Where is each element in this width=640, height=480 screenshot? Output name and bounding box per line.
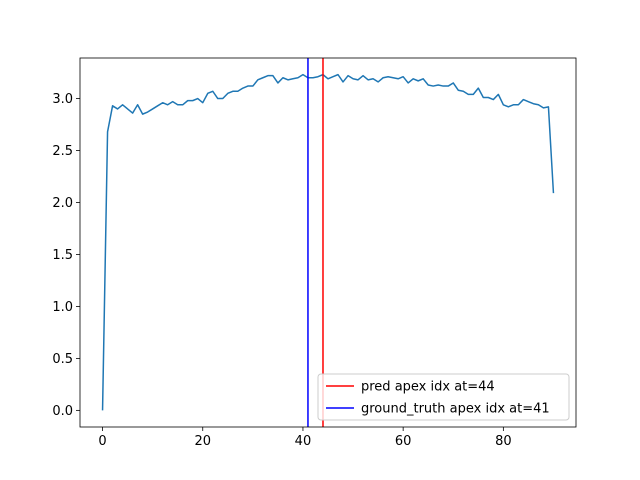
y-tick-label: 1.5	[52, 248, 73, 263]
legend: pred apex idx at=44 ground_truth apex idx…	[317, 373, 570, 421]
legend-box	[317, 373, 570, 421]
y-tick-label: 3.0	[52, 92, 73, 107]
y-tick-label: 0.0	[52, 404, 73, 419]
x-axis: 0 20 40 60 80	[98, 427, 512, 449]
x-tick-label: 0	[98, 434, 106, 449]
series-line-0	[101, 73, 555, 411]
x-tick-label: 20	[194, 434, 211, 449]
y-axis: 0.0 0.5 1.0 1.5 2.0 2.5 3.0	[52, 92, 80, 419]
x-tick-label: 40	[295, 434, 312, 449]
y-tick-label: 2.0	[52, 196, 73, 211]
legend-label-0: pred apex idx at=44	[361, 380, 495, 395]
axes-frame	[79, 57, 577, 428]
x-tick-label: 80	[495, 434, 512, 449]
y-tick-label: 1.0	[52, 300, 73, 315]
plot-area	[79, 57, 577, 428]
x-tick-label: 60	[395, 434, 412, 449]
y-tick-label: 2.5	[52, 144, 73, 159]
legend-label-1: ground_truth apex idx at=41	[361, 402, 550, 417]
y-tick-label: 0.5	[52, 352, 73, 367]
